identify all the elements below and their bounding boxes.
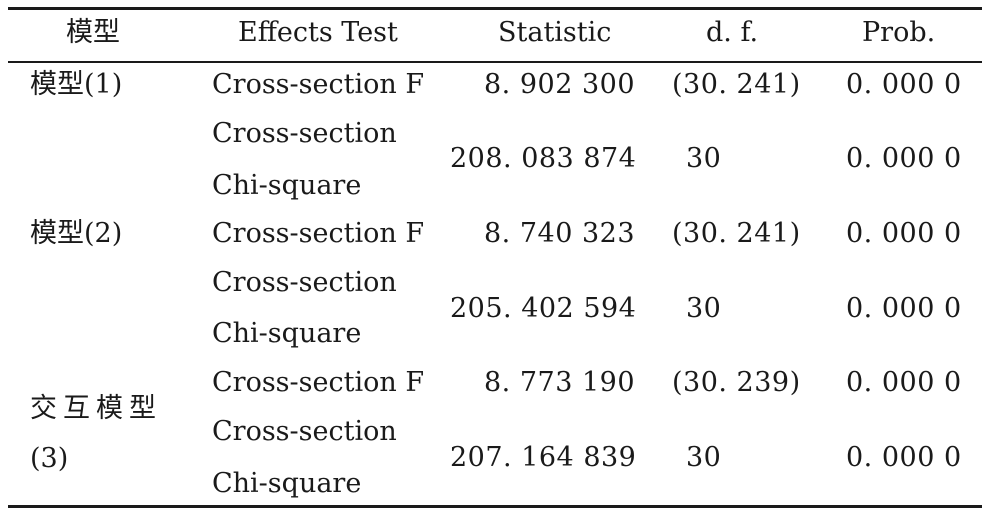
prob-value: 0. 000 0 (846, 293, 962, 324)
header-model: 模型 (66, 17, 120, 48)
model-label-2: 模型(2) (30, 218, 123, 249)
test-name: Cross-section F (212, 367, 425, 398)
prob-value: 0. 000 0 (846, 218, 962, 249)
statistic-value: 205. 402 594 (450, 293, 637, 324)
test-name: Cross-section F (212, 69, 425, 100)
model-label-3-line2: (3) (30, 443, 69, 474)
df-value: (30. 239) (672, 367, 801, 398)
top-rule (8, 7, 982, 10)
header-effects-test: Effects Test (238, 17, 398, 48)
header-prob: Prob. (862, 17, 936, 48)
bottom-rule (8, 505, 982, 508)
df-value: 30 (686, 293, 722, 324)
prob-value: 0. 000 0 (846, 442, 962, 473)
test-name-line2: Chi-square (212, 170, 362, 201)
statistic-value: 8. 902 300 (484, 69, 635, 100)
statistic-value: 8. 740 323 (484, 218, 635, 249)
statistic-value: 208. 083 874 (450, 143, 637, 174)
prob-value: 0. 000 0 (846, 69, 962, 100)
df-value: 30 (686, 143, 722, 174)
test-name-line1: Cross-section (212, 267, 397, 298)
df-value: (30. 241) (672, 218, 801, 249)
test-name-line2: Chi-square (212, 318, 362, 349)
model-label-3-line1: 交互模型 (30, 393, 162, 424)
df-value: 30 (686, 442, 722, 473)
test-name-line1: Cross-section (212, 118, 397, 149)
test-name-line2: Chi-square (212, 468, 362, 499)
df-value: (30. 241) (672, 69, 801, 100)
prob-value: 0. 000 0 (846, 367, 962, 398)
test-name-line1: Cross-section (212, 416, 397, 447)
model-label-1: 模型(1) (30, 69, 123, 100)
header-df: d. f. (706, 17, 759, 48)
prob-value: 0. 000 0 (846, 143, 962, 174)
statistic-value: 207. 164 839 (450, 442, 637, 473)
header-statistic: Statistic (498, 17, 612, 48)
statistic-value: 8. 773 190 (484, 367, 635, 398)
header-rule (8, 61, 982, 63)
test-name: Cross-section F (212, 218, 425, 249)
